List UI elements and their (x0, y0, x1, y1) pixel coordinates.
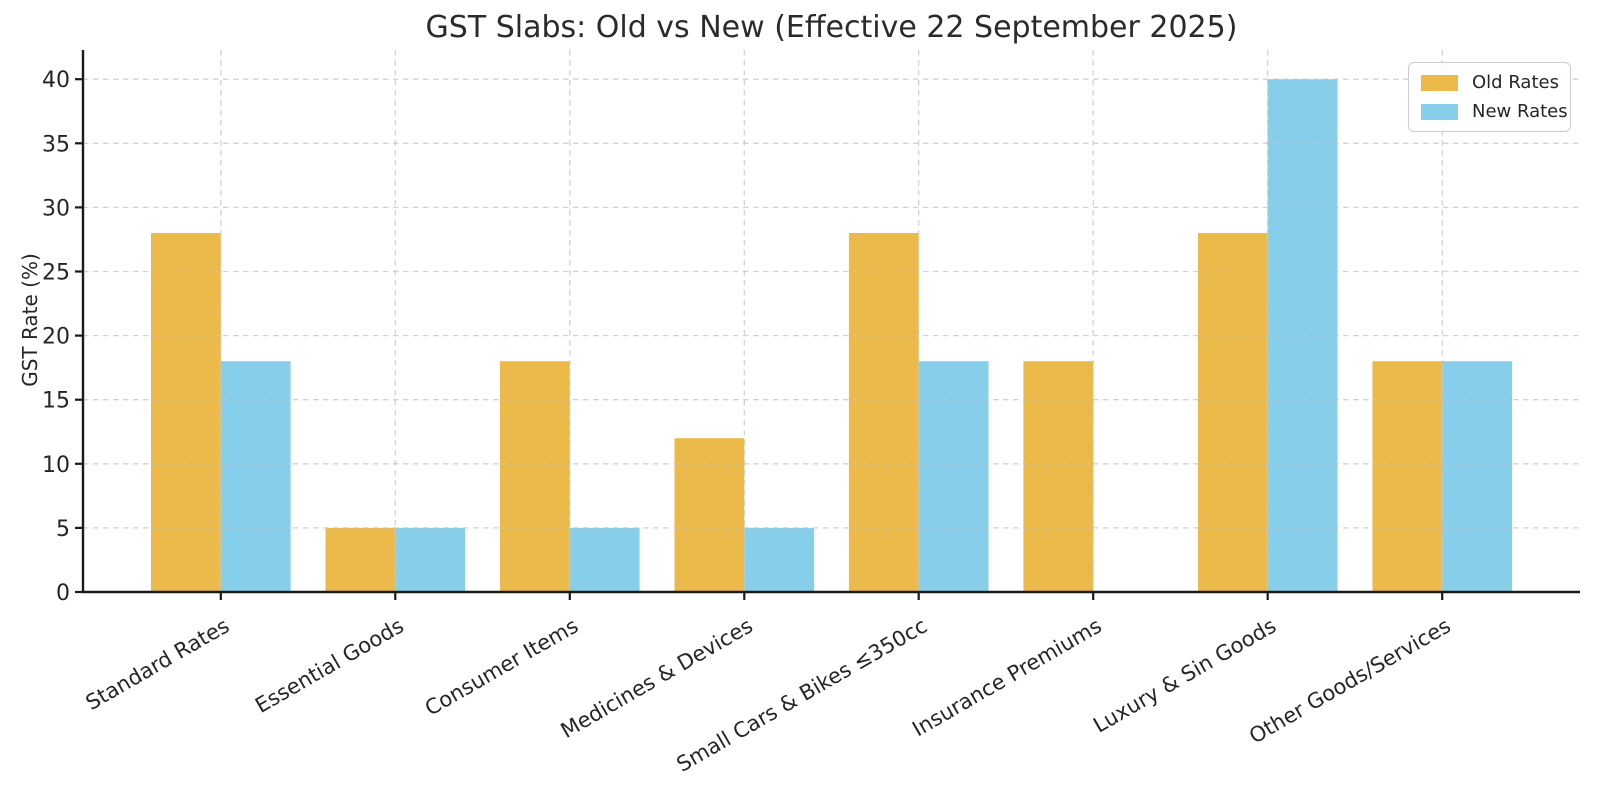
legend-swatch-new-rates (1421, 103, 1458, 120)
bar (569, 527, 640, 592)
bar (1372, 361, 1443, 592)
legend-item-new-rates: New Rates (1421, 101, 1568, 122)
x-tick-label: Essential Goods (251, 614, 408, 718)
y-tick-label: 30 (42, 196, 70, 221)
bar (918, 361, 989, 592)
y-tick-label: 5 (56, 517, 70, 542)
y-tick-label: 10 (42, 453, 70, 478)
chart-title: GST Slabs: Old vs New (Effective 22 Sept… (425, 10, 1238, 45)
x-tick-label: Standard Rates (82, 614, 234, 715)
bar (1442, 361, 1512, 592)
bar (674, 438, 745, 592)
bar (1197, 233, 1268, 592)
y-tick-label: 20 (42, 325, 70, 350)
bar (1023, 361, 1094, 592)
legend-label-old-rates: Old Rates (1472, 72, 1559, 93)
legend-swatch-old-rates (1421, 74, 1458, 91)
x-tick-label: Consumer Items (421, 614, 582, 721)
x-tick-label: Luxury & Sin Goods (1089, 614, 1280, 738)
bar (395, 527, 466, 592)
bar (500, 361, 570, 592)
x-tick-label: Insurance Premiums (908, 614, 1105, 742)
y-tick-label: 0 (56, 581, 70, 606)
y-tick-label: 15 (42, 389, 70, 414)
y-tick-label: 25 (42, 261, 70, 286)
bar (220, 361, 291, 592)
y-tick-label: 35 (42, 132, 70, 157)
bar (151, 233, 221, 592)
legend: Old Rates New Rates (1408, 62, 1571, 132)
legend-item-old-rates: Old Rates (1421, 72, 1559, 93)
bar (848, 233, 919, 592)
legend-label-new-rates: New Rates (1472, 101, 1568, 122)
bar (325, 527, 396, 592)
bar (744, 527, 815, 592)
y-tick-label: 40 (42, 68, 70, 93)
